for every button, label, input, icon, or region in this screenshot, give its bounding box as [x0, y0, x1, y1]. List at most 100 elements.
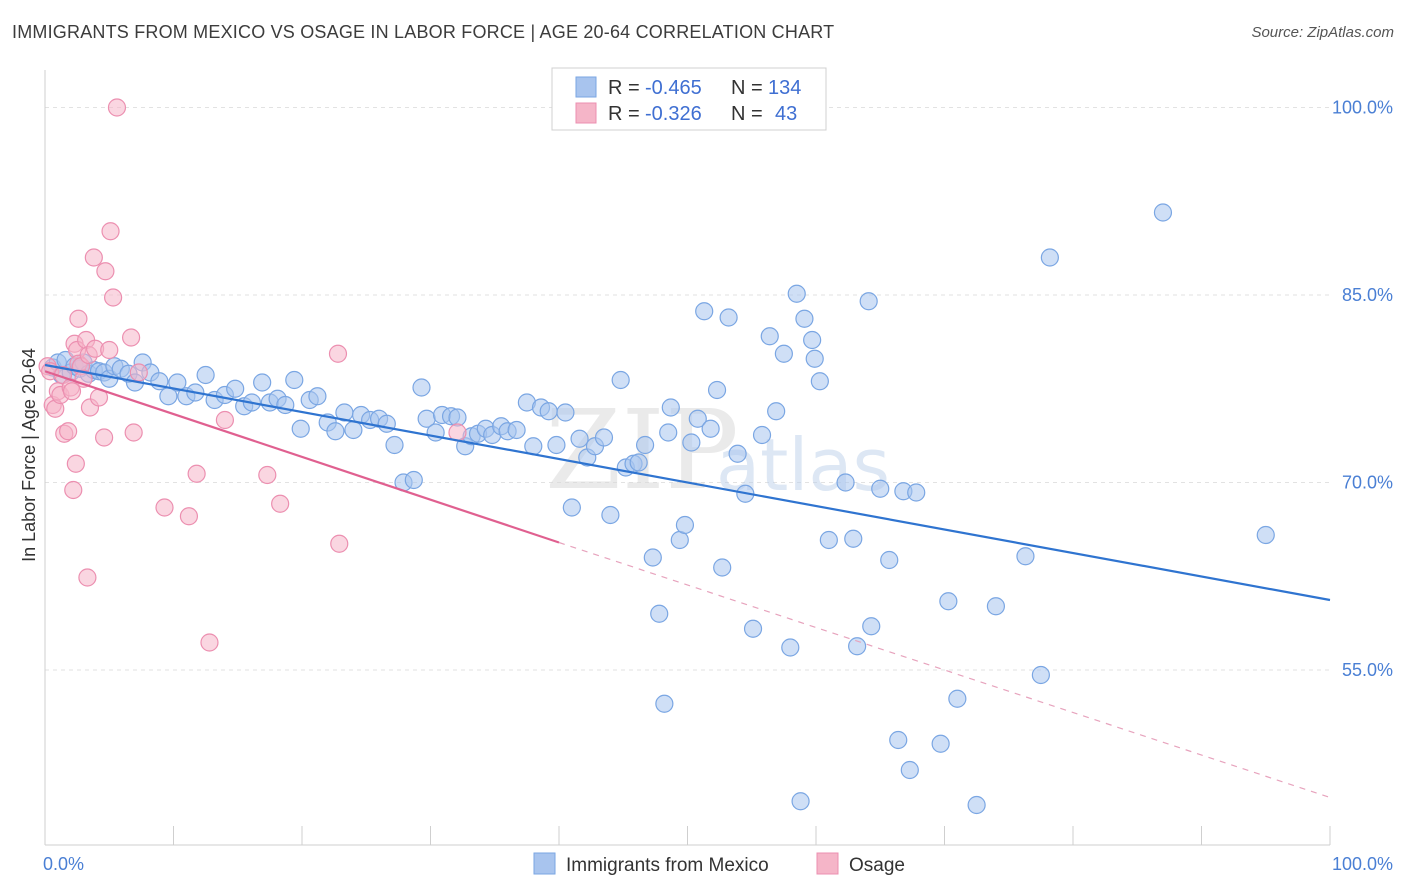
- mexico-point-62: [507, 420, 526, 440]
- mexico-point-113: [862, 617, 881, 636]
- osage-point-31: [107, 98, 127, 117]
- osage-point-36: [179, 507, 199, 526]
- mexico-point-66: [539, 402, 558, 421]
- legend-bottom-swatch-osage: [816, 852, 839, 875]
- mexico-point-126: [1031, 665, 1050, 685]
- mexico-point-82: [655, 694, 674, 713]
- osage-point-21: [78, 568, 97, 587]
- x-tick-labels: 0.0% 100.0%: [43, 854, 1393, 874]
- legend-swatch-osage: [575, 102, 597, 124]
- mexico-point-118: [900, 760, 919, 780]
- osage-point-39: [215, 410, 234, 430]
- mexico-trend-line: [44, 363, 1331, 602]
- mexico-point-127: [1040, 248, 1059, 267]
- mexico-point-93: [719, 308, 738, 327]
- osage-point-40: [258, 465, 277, 485]
- osage-point-23: [84, 248, 103, 267]
- mexico-point-70: [570, 429, 589, 448]
- source-label: Source: ZipAtlas.com: [1251, 24, 1394, 41]
- x-tick-label-1: 100.0%: [1332, 854, 1393, 874]
- legend-n-label-osage: N =: [731, 103, 763, 125]
- legend-r-label-osage: R =: [608, 103, 640, 125]
- osage-point-41: [271, 494, 290, 513]
- axes: [44, 70, 1331, 846]
- y-tick-label-2: 85.0%: [1342, 285, 1393, 305]
- legend-n-value-osage: 43: [775, 103, 797, 125]
- osage-point-43: [330, 534, 349, 553]
- mexico-point-89: [695, 302, 714, 321]
- mexico-point-30: [253, 373, 272, 392]
- mexico-point-124: [986, 597, 1006, 616]
- legend-r-value-osage: -0.326: [645, 103, 702, 125]
- legend-n-value-mexico: 134: [768, 77, 801, 99]
- mexico-point-39: [326, 422, 345, 441]
- mexico-point-107: [810, 372, 829, 391]
- osage-point-38: [200, 633, 219, 652]
- osage-trend-line: [44, 370, 560, 544]
- mexico-point-80: [643, 548, 662, 567]
- mexico-point-114: [871, 479, 890, 498]
- mexico-point-116: [889, 730, 908, 750]
- mexico-point-109: [836, 473, 855, 492]
- y-tick-label-1: 70.0%: [1342, 473, 1393, 493]
- mexico-point-104: [795, 309, 814, 328]
- mexico-point-79: [635, 435, 655, 455]
- y-tick-label-0: 55.0%: [1342, 660, 1393, 680]
- mexico-point-81: [650, 604, 669, 623]
- mexico-point-119: [907, 483, 926, 502]
- osage-point-28: [101, 222, 120, 241]
- mexico-point-86: [675, 515, 695, 535]
- chart-title: IMMIGRANTS FROM MEXICO VS OSAGE IN LABOR…: [12, 22, 835, 42]
- osage-point-34: [129, 363, 148, 382]
- mexico-point-128: [1153, 203, 1173, 222]
- y-tick-label-3: 100.0%: [1332, 98, 1393, 118]
- mexico-point-105: [803, 330, 822, 350]
- mexico-point-115: [880, 550, 899, 570]
- mexico-point-100: [774, 344, 793, 363]
- mexico-point-34: [285, 370, 304, 390]
- mexico-point-37: [308, 387, 327, 406]
- mexico-point-92: [713, 558, 732, 577]
- osage-point-27: [96, 262, 115, 281]
- mexico-point-129: [1256, 525, 1275, 545]
- osage-point-35: [155, 498, 174, 517]
- osage-point-10: [62, 382, 82, 401]
- legend-bottom: Immigrants from Mexico Osage: [533, 852, 905, 876]
- legend-swatch-mexico: [575, 76, 597, 98]
- mexico-point-106: [805, 349, 824, 368]
- osage-point-32: [121, 328, 141, 347]
- osage-point-42: [328, 344, 348, 363]
- mexico-point-83: [661, 398, 680, 417]
- legend-r-label-mexico: R =: [608, 77, 640, 99]
- mexico-point-84: [659, 423, 678, 442]
- osage-point-8: [59, 422, 78, 441]
- legend-bottom-label-osage: Osage: [849, 855, 905, 876]
- x-tick-label-0: 0.0%: [43, 854, 84, 874]
- osage-point-29: [104, 288, 123, 307]
- mexico-point-68: [556, 403, 575, 422]
- mexico-point-99: [767, 402, 786, 421]
- osage-point-30: [100, 340, 119, 360]
- mexico-point-24: [196, 365, 215, 385]
- mexico-point-111: [848, 637, 867, 656]
- mexico-point-125: [1016, 547, 1035, 566]
- mexico-point-120: [931, 734, 950, 753]
- osage-point-37: [187, 464, 206, 483]
- mexico-point-46: [385, 435, 404, 455]
- osage-trend-extension: [558, 541, 1331, 799]
- trend-lines: [44, 363, 1331, 799]
- mexico-point-102: [787, 284, 806, 303]
- mexico-point-103: [791, 792, 810, 811]
- mexico-point-27: [226, 379, 245, 398]
- mexico-point-97: [752, 425, 772, 445]
- legend-r-value-mexico: -0.465: [645, 77, 702, 99]
- y-tick-labels: 55.0% 70.0% 85.0% 100.0%: [1332, 98, 1393, 681]
- mexico-point-122: [948, 689, 967, 708]
- mexico-point-110: [844, 529, 863, 548]
- mexico-point-112: [859, 292, 878, 311]
- mexico-point-74: [601, 505, 620, 525]
- osage-point-26: [95, 428, 114, 447]
- osage-point-16: [69, 309, 88, 328]
- osage-point-11: [64, 480, 83, 500]
- mexico-point-67: [547, 435, 566, 455]
